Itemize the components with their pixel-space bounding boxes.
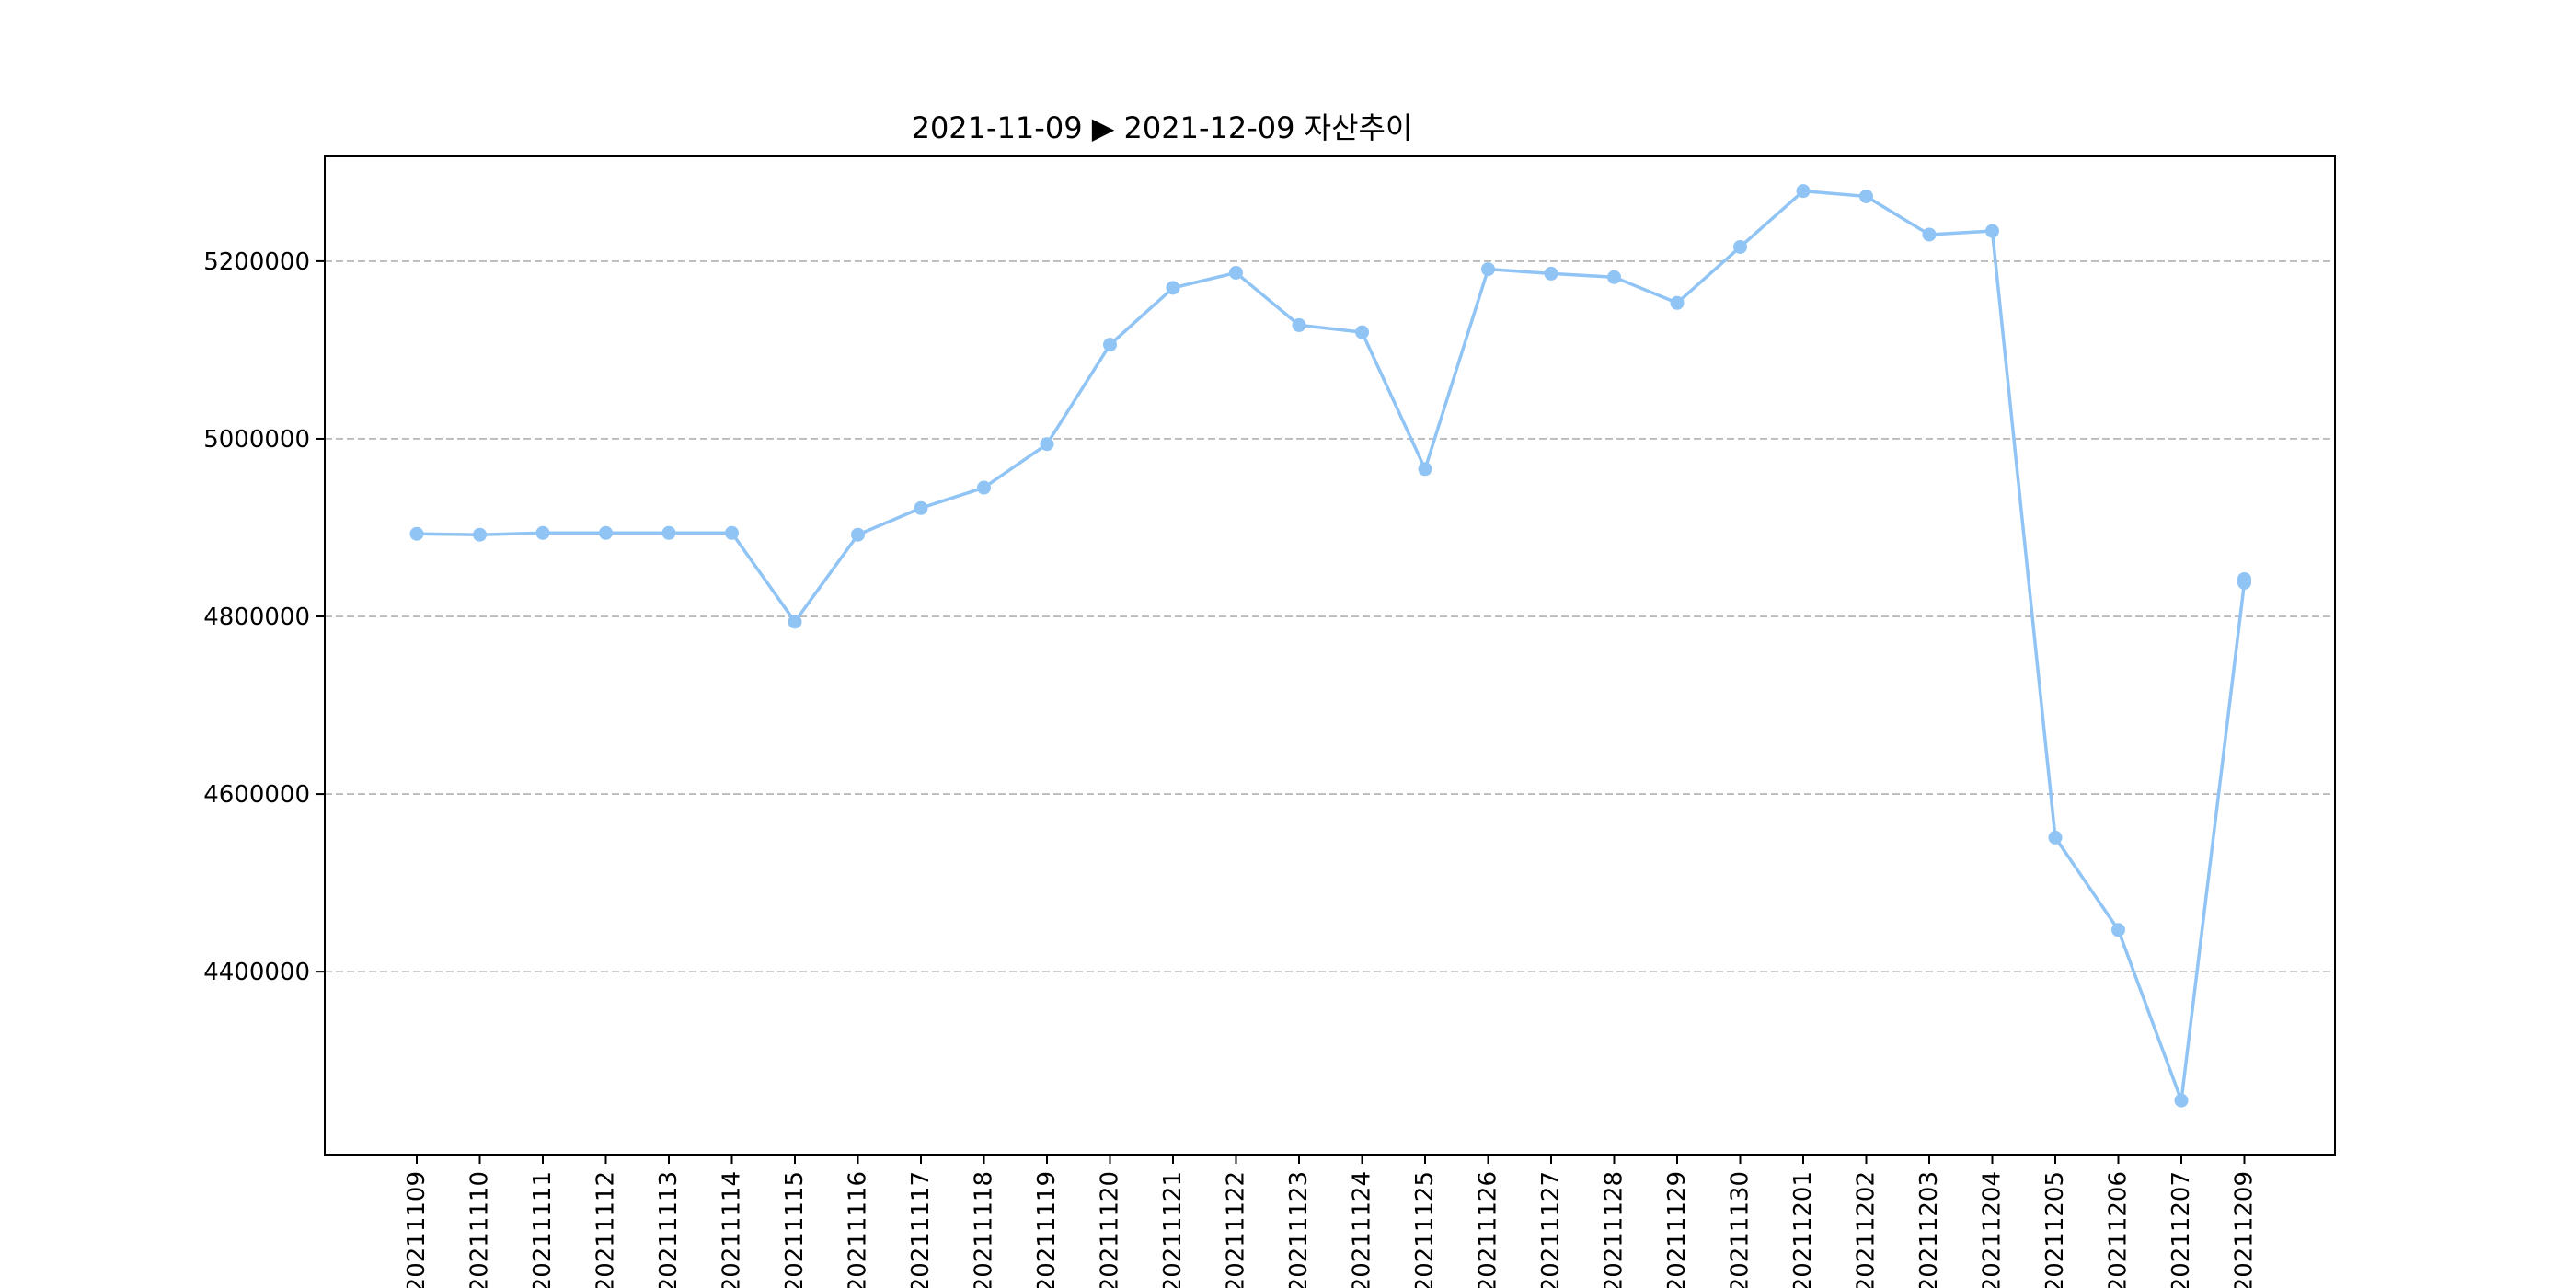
data-point [1670,295,1685,310]
grid-lines [325,260,2335,972]
data-point [2048,830,2063,845]
x-tick-label: 20211203 [1915,1171,1943,1288]
x-tick-label: 20211116 [845,1171,872,1288]
data-point [1922,227,1937,242]
x-tick-label: 20211124 [1349,1171,1376,1288]
data-point [1418,462,1432,477]
data-point [2111,923,2125,937]
x-tick-label: 20211209 [2231,1171,2259,1288]
data-point [725,525,739,540]
x-tick-label: 20211112 [592,1171,620,1288]
data-point [599,525,613,540]
data-point [1292,317,1306,332]
x-tick-label: 20211118 [971,1171,998,1288]
x-tick-label: 20211127 [1537,1171,1565,1288]
series-line-layer [416,189,2247,1102]
y-tick-label: 5200000 [203,248,310,276]
x-tick-label: 20211117 [907,1171,935,1288]
x-tick-label: 20211207 [2168,1171,2195,1288]
data-point [1229,265,1243,280]
data-points [409,184,2251,1108]
data-point [1040,437,1054,452]
x-tick-label: 20211121 [1159,1171,1187,1288]
y-tick-label: 4600000 [203,781,310,809]
data-point [535,525,550,540]
x-tick-label: 20211122 [1223,1171,1250,1288]
x-tick-label: 20211201 [1789,1171,1817,1288]
x-tick-label: 20211126 [1475,1171,1502,1288]
x-tick-label: 20211120 [1097,1171,1124,1288]
data-point [977,480,991,495]
data-point [661,525,676,540]
x-tick-label: 20211123 [1285,1171,1313,1288]
data-point [914,500,928,515]
x-tick-label: 20211115 [781,1171,809,1288]
data-point [2237,571,2251,586]
x-tick-label: 20211113 [655,1171,683,1288]
data-point [409,526,424,541]
x-tick-label: 20211119 [1033,1171,1061,1288]
data-point [1544,266,1558,281]
y-tick-label: 5000000 [203,426,310,454]
data-point [1103,338,1117,352]
x-axis: 20211109 20211110 20211111 20211112 20211113… [403,1155,2259,1288]
y-axis: 4400000 4600000 4800000 5000000 5200000 [203,248,325,986]
chart-title: 2021-11-09 ▶ 2021-12-09 자산추이 [912,110,1413,145]
data-point [1859,189,1873,203]
x-tick-label: 20211130 [1727,1171,1754,1288]
y-tick-label: 4800000 [203,604,310,631]
x-tick-label: 20211128 [1601,1171,1628,1288]
x-tick-label: 20211204 [1979,1171,2007,1288]
data-point [2174,1093,2189,1108]
x-tick-label: 20211129 [1663,1171,1691,1288]
data-point [1355,325,1369,339]
data-point [1481,262,1495,277]
plot-frame [324,155,2336,1156]
data-point [1607,270,1621,284]
x-tick-label: 20211202 [1853,1171,1880,1288]
data-point [473,527,487,542]
x-tick-label: 20211111 [529,1171,557,1288]
x-tick-label: 20211125 [1411,1171,1439,1288]
data-point [1985,224,1999,238]
x-tick-label: 20211110 [466,1171,494,1288]
x-tick-label: 20211205 [2041,1171,2069,1288]
series-line [416,189,2247,1102]
x-tick-label: 20211109 [403,1171,431,1288]
x-tick-label: 20211114 [719,1171,746,1288]
data-point [1166,281,1180,295]
data-point [851,527,865,542]
data-point [1733,239,1747,254]
data-point [788,615,802,629]
x-tick-label: 20211206 [2105,1171,2133,1288]
y-tick-label: 4400000 [203,959,310,986]
data-point [1796,184,1811,199]
